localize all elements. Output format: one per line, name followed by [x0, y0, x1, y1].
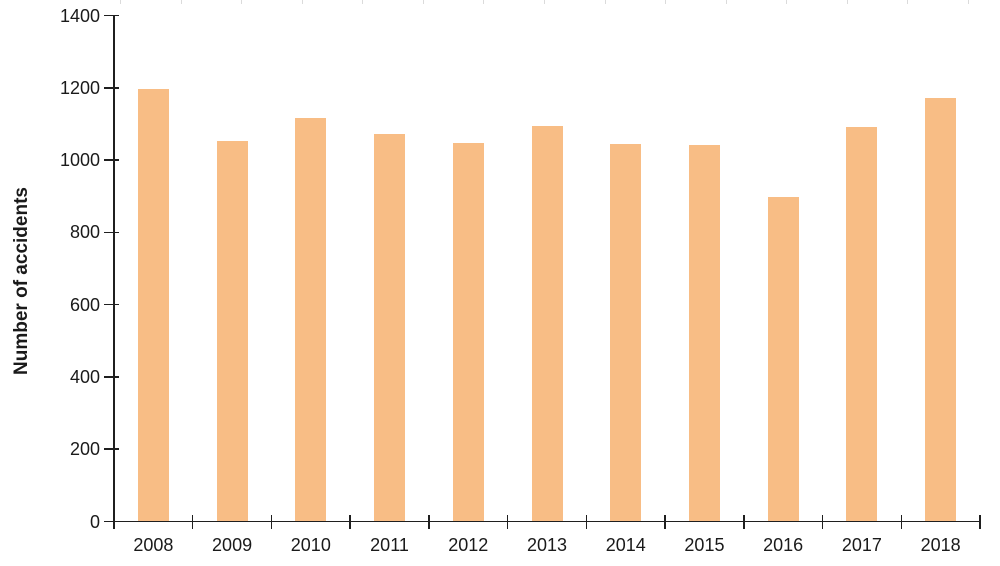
y-axis-tick	[104, 14, 119, 17]
x-axis-tick-label: 2015	[684, 535, 725, 555]
y-axis-line	[113, 15, 115, 522]
x-axis-tick-label: 2010	[290, 535, 331, 555]
x-axis-tick-label: 2009	[212, 535, 253, 555]
top-edge-tick	[241, 0, 243, 4]
top-edge-tick	[665, 0, 667, 4]
y-axis-tick	[104, 159, 119, 161]
bar-2015	[688, 144, 720, 522]
x-axis-tick-label: 2018	[920, 535, 961, 555]
top-edge-tick	[120, 0, 121, 4]
x-axis-tick-label: 2008	[133, 535, 174, 555]
bar-2009	[216, 140, 248, 522]
y-axis-tick-label: 800	[69, 222, 100, 243]
bar-2017	[846, 127, 878, 522]
top-edge-tick	[543, 0, 545, 4]
y-axis-tick-label: 400	[69, 366, 100, 387]
bar-2011	[374, 134, 406, 522]
top-edge-tick	[604, 0, 606, 4]
top-edge-tick	[907, 0, 909, 4]
top-edge-tick	[967, 0, 969, 4]
y-axis-tick-label: 200	[69, 439, 100, 460]
top-edge-tick	[725, 0, 727, 4]
y-axis-tick	[104, 231, 119, 234]
y-axis-tick-label: 0	[89, 511, 100, 532]
y-axis-tick	[104, 376, 119, 378]
y-axis-tick-label: 600	[69, 294, 100, 315]
bar-2018	[925, 97, 957, 522]
x-axis-tick-label: 2011	[370, 535, 409, 555]
y-axis-tick-label: 1000	[59, 150, 100, 171]
top-edge-tick	[301, 0, 303, 4]
x-axis-tick-label: 2017	[841, 535, 882, 555]
top-edge-tick	[180, 0, 182, 4]
x-axis-tick-label: 2016	[763, 535, 804, 555]
y-axis-tick-label: 1200	[59, 77, 100, 98]
bar-2008	[137, 88, 169, 522]
top-edge-tick	[786, 0, 788, 4]
y-axis-tick	[104, 87, 119, 89]
y-axis-tick	[104, 448, 119, 450]
y-axis-tick	[104, 520, 119, 523]
bar-2012	[452, 143, 484, 522]
x-axis-tick-label: 2012	[448, 535, 489, 555]
bar-2010	[295, 117, 327, 522]
bar-2013	[531, 126, 563, 522]
top-edge-tick	[422, 0, 424, 4]
y-axis-title: Number of accidents	[11, 187, 32, 375]
top-edge-tick	[362, 0, 364, 4]
top-edge-tick	[483, 0, 485, 4]
top-edge-tick	[846, 0, 848, 4]
x-axis-tick-label: 2014	[605, 535, 646, 555]
bar-2014	[610, 144, 642, 522]
y-axis-tick-label: 1400	[59, 5, 100, 26]
y-axis-tick	[104, 303, 119, 306]
x-axis-tick-label: 2013	[526, 535, 568, 555]
bar-2016	[767, 197, 799, 522]
x-axis-line	[113, 520, 981, 523]
